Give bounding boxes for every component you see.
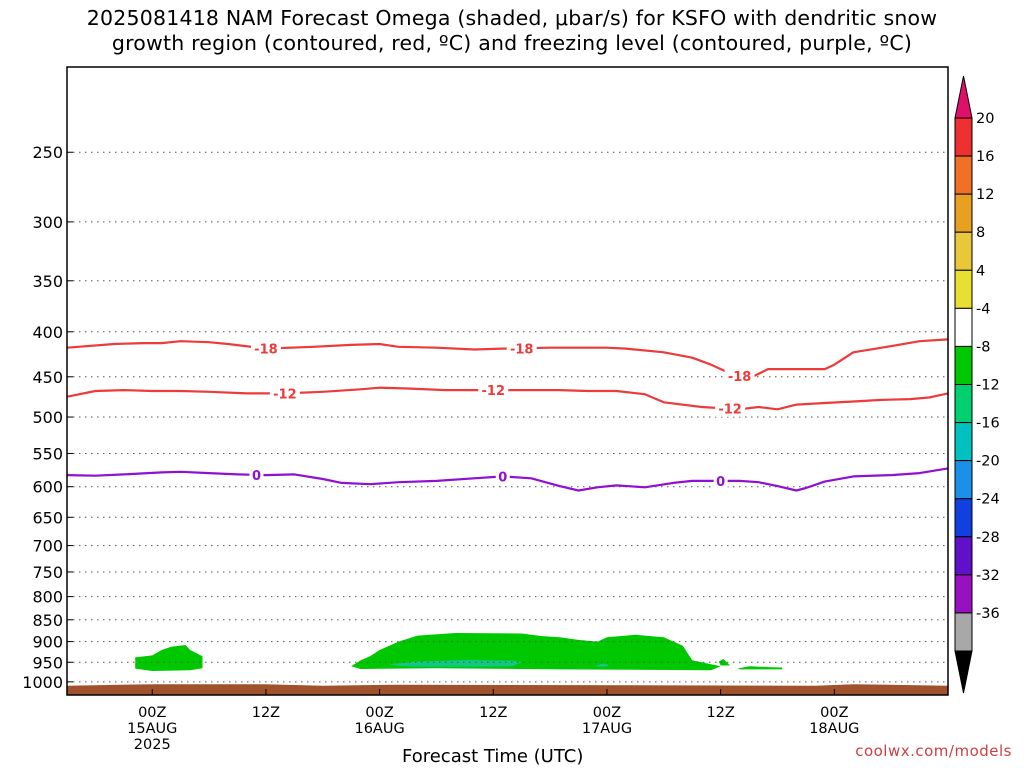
colorbar-label-4: 4 bbox=[976, 263, 985, 279]
omega-shading-layer bbox=[67, 633, 948, 695]
contour-label--18-0: -18 bbox=[254, 343, 278, 358]
x-tick-label-24-1: 16AUG bbox=[354, 721, 404, 737]
credit-link[interactable]: coolwx.com/models bbox=[855, 742, 1012, 760]
colorbar-swatch-9 bbox=[954, 460, 973, 500]
contour-line--12 bbox=[67, 386, 948, 411]
x-tick-label-72-1: 18AUG bbox=[809, 721, 859, 737]
contour-label-bg--12-1 bbox=[478, 382, 509, 399]
contour-label--12-1: -12 bbox=[482, 384, 506, 399]
y-tick-label-1000: 1000 bbox=[22, 673, 63, 692]
contour-layer: -18 -18 -18 -12 -12 -12 0 0 0 bbox=[67, 338, 948, 492]
axes-layer: 250 300 350 400 450 500 550 600 650 700 750 800 850 9… bbox=[22, 66, 949, 753]
y-tick-label-900: 900 bbox=[32, 633, 63, 652]
omega-area--4-2 bbox=[718, 659, 731, 666]
y-tick-label-500: 500 bbox=[32, 408, 63, 427]
colorbar: 20 16 12 8 4 -4 -8 -12 -16 -20 -24 -28 -32 -36 bbox=[954, 75, 1000, 694]
x-tick-label-60-0: 12Z bbox=[706, 705, 734, 721]
colorbar-label-8: 8 bbox=[976, 225, 985, 241]
colorbar-label--24: -24 bbox=[976, 492, 1000, 508]
x-tick-label-72-0: 00Z bbox=[820, 705, 848, 721]
y-tick-label-550: 550 bbox=[32, 444, 63, 463]
contour-label--18-1: -18 bbox=[510, 342, 534, 357]
contour-label-0-0: 0 bbox=[252, 469, 261, 484]
colorbar-label--28: -28 bbox=[976, 530, 1000, 546]
x-axis-title: Forecast Time (UTC) bbox=[402, 746, 584, 767]
colorbar-label--8: -8 bbox=[976, 339, 990, 355]
x-tick-label-48-0: 00Z bbox=[593, 705, 621, 721]
contour-label--12-2: -12 bbox=[718, 403, 742, 418]
colorbar-label--32: -32 bbox=[976, 568, 1000, 584]
chart-title: 2025081418 NAM Forecast Omega (shaded, μ… bbox=[0, 6, 1024, 56]
colorbar-swatch-2 bbox=[954, 193, 973, 233]
plot-frame bbox=[66, 66, 949, 696]
y-tick-label-750: 750 bbox=[32, 563, 63, 582]
colorbar-swatch-1 bbox=[954, 155, 973, 195]
contour-label-0-1: 0 bbox=[498, 470, 507, 485]
colorbar-top-extension bbox=[954, 75, 973, 119]
colorbar-label--16: -16 bbox=[976, 416, 1000, 432]
chart-title-line-2: growth region (contoured, red, ºC) and f… bbox=[111, 31, 913, 55]
colorbar-swatch-13 bbox=[954, 612, 973, 652]
colorbar-swatch-3 bbox=[954, 231, 973, 271]
contour-label-bg-0-2 bbox=[713, 472, 728, 489]
contour-label--12-0: -12 bbox=[273, 387, 297, 402]
omega-area--8-1 bbox=[595, 663, 609, 667]
omega-area--8-0 bbox=[389, 659, 522, 667]
colorbar-swatch-5 bbox=[954, 307, 973, 347]
y-tick-label-950: 950 bbox=[32, 653, 63, 672]
contour-label-bg--12-0 bbox=[269, 385, 300, 402]
x-tick-label-24-0: 00Z bbox=[365, 705, 393, 721]
contour-label--18-2: -18 bbox=[728, 370, 752, 385]
y-tick-label-250: 250 bbox=[32, 143, 63, 162]
grid-layer bbox=[67, 151, 948, 683]
colorbar-swatch-7 bbox=[954, 384, 973, 424]
y-tick-label-450: 450 bbox=[32, 368, 63, 387]
x-tick-label-0-2: 2025 bbox=[134, 737, 171, 753]
colorbar-swatch-4 bbox=[954, 269, 973, 309]
contour-label-bg--18-0 bbox=[250, 340, 281, 357]
colorbar-label--36: -36 bbox=[976, 606, 1000, 622]
ground-surface bbox=[67, 684, 948, 695]
colorbar-swatch-0 bbox=[954, 117, 973, 157]
colorbar-swatch-12 bbox=[954, 574, 973, 614]
y-tick-label-350: 350 bbox=[32, 272, 63, 291]
contour-label-bg--12-2 bbox=[715, 400, 746, 417]
colorbar-label-12: 12 bbox=[976, 187, 994, 203]
x-tick-label-48-1: 17AUG bbox=[582, 721, 632, 737]
x-tick-label-36-0: 12Z bbox=[479, 705, 507, 721]
contour-label-bg-0-1 bbox=[495, 468, 510, 485]
colorbar-bottom-extension bbox=[954, 650, 973, 694]
contour-label-bg--18-1 bbox=[506, 340, 537, 357]
omega-area--4-3 bbox=[737, 666, 783, 670]
y-tick-label-650: 650 bbox=[32, 508, 63, 527]
y-tick-label-600: 600 bbox=[32, 478, 63, 497]
y-tick-label-300: 300 bbox=[32, 213, 63, 232]
colorbar-swatch-10 bbox=[954, 498, 973, 538]
colorbar-swatch-8 bbox=[954, 422, 973, 462]
contour-label-bg-0-0 bbox=[249, 466, 264, 483]
contour-label-0-2: 0 bbox=[716, 475, 725, 490]
colorbar-swatch-6 bbox=[954, 345, 973, 385]
colorbar-label-20: 20 bbox=[976, 111, 994, 127]
x-tick-label-0-0: 00Z bbox=[138, 705, 166, 721]
x-tick-label-12-0: 12Z bbox=[252, 705, 280, 721]
x-tick-label-0-1: 15AUG bbox=[127, 721, 177, 737]
y-tick-label-700: 700 bbox=[32, 537, 63, 556]
colorbar-swatch-11 bbox=[954, 536, 973, 576]
colorbar-label--20: -20 bbox=[976, 454, 1000, 470]
colorbar-label-16: 16 bbox=[976, 149, 994, 165]
omega-area--4-0 bbox=[135, 645, 203, 671]
contour-line-0 bbox=[67, 467, 948, 492]
contour-line--18 bbox=[67, 338, 948, 380]
contour-label-bg--18-2 bbox=[724, 367, 755, 384]
colorbar-label--4: -4 bbox=[976, 301, 990, 317]
colorbar-label--12: -12 bbox=[976, 378, 1000, 394]
y-tick-label-400: 400 bbox=[32, 323, 63, 342]
y-tick-label-800: 800 bbox=[32, 588, 63, 607]
y-tick-label-850: 850 bbox=[32, 611, 63, 630]
chart-title-line-1: 2025081418 NAM Forecast Omega (shaded, μ… bbox=[86, 6, 938, 30]
